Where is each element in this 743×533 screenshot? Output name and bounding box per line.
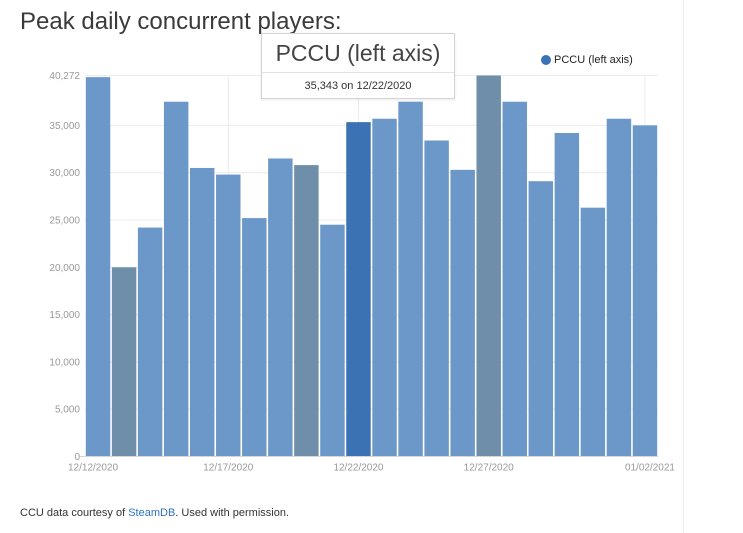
legend-label: PCCU (left axis) [554,54,633,66]
bar [294,165,319,457]
bar [580,207,606,457]
x-tick-label: 12/17/2020 [203,463,253,474]
y-tick-label: 25,000 [49,215,80,226]
y-tick-label: 20,000 [49,263,80,274]
tooltip: PCCU (left axis) 35,343 on 12/22/2020 [261,33,455,99]
footer-suffix: . Used with permission. [175,507,290,519]
bar [424,140,449,457]
bar [554,132,580,457]
y-tick-label: 0 [74,452,80,463]
bar [242,218,267,457]
x-tick-label: 12/22/2020 [333,463,383,474]
chart-title: Peak daily concurrent players: [20,8,342,35]
footer: CCU data courtesy of SteamDB. Used with … [20,507,289,519]
legend[interactable]: PCCU (left axis) [541,54,633,66]
y-tick-label: 5,000 [55,405,80,416]
y-tick-label: 10,000 [49,357,80,368]
bar [450,169,475,457]
x-tick-label: 01/02/2021 [625,463,675,474]
x-tick-label: 12/27/2020 [464,463,514,474]
bar [632,125,658,457]
bar [372,118,397,457]
bar [268,158,293,457]
y-tick-label: 35,000 [49,121,80,132]
bar [216,174,241,457]
footer-prefix: CCU data courtesy of [20,507,129,519]
bar [320,224,345,457]
bar [189,167,215,457]
bar [398,101,423,457]
bar [85,77,111,457]
bar [528,181,554,457]
legend-marker [541,55,551,65]
bar [606,118,632,457]
y-tick-label: 40,272 [49,71,80,82]
bar [163,101,189,457]
x-tick-label: 12/12/2020 [68,463,118,474]
y-tick-label: 30,000 [49,168,80,179]
bar [346,122,371,457]
panel-edge [683,0,684,533]
tooltip-value: 35,343 on 12/22/2020 [304,80,412,92]
bar [137,227,163,457]
steamdb-link[interactable]: SteamDB [128,507,176,519]
y-tick-label: 15,000 [49,310,80,321]
bar [111,267,137,457]
tooltip-title: PCCU (left axis) [262,34,454,73]
bar [476,75,501,457]
bar [502,101,527,457]
